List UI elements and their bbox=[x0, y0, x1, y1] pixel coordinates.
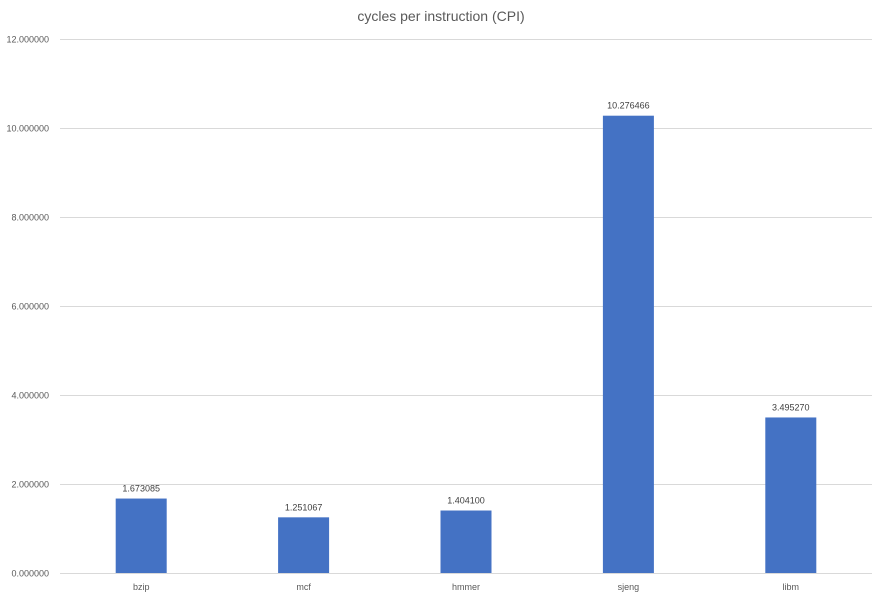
category-label-sjeng: sjeng bbox=[618, 582, 640, 592]
data-label-mcf: 1.251067 bbox=[285, 502, 323, 512]
data-label-hmmer: 1.404100 bbox=[447, 496, 485, 506]
bar-libm bbox=[765, 417, 817, 573]
category-label-libm: libm bbox=[783, 582, 800, 592]
y-tick-label: 0.000000 bbox=[11, 569, 49, 579]
data-label-sjeng: 10.276466 bbox=[607, 101, 650, 111]
y-axis-tick-labels: 0.000000 2.000000 4.000000 6.000000 8.000000… bbox=[6, 35, 49, 579]
y-tick-label: 6.000000 bbox=[11, 302, 49, 312]
bar-bzip bbox=[115, 498, 167, 573]
y-tick-label: 10.000000 bbox=[6, 124, 49, 134]
data-label-bzip: 1.673085 bbox=[122, 484, 160, 494]
x-axis-category-labels: bzip mcf hmmer sjeng libm bbox=[133, 582, 799, 592]
data-labels: 1.673085 1.251067 1.404100 10.276466 3.49527… bbox=[122, 101, 809, 513]
category-label-mcf: mcf bbox=[296, 582, 311, 592]
bars bbox=[115, 115, 817, 573]
gridlines bbox=[60, 39, 872, 574]
data-label-libm: 3.495270 bbox=[772, 402, 810, 412]
y-tick-label: 8.000000 bbox=[11, 213, 49, 223]
category-label-bzip: bzip bbox=[133, 582, 150, 592]
bar-mcf bbox=[278, 517, 330, 573]
y-tick-label: 12.000000 bbox=[6, 35, 49, 45]
y-tick-label: 4.000000 bbox=[11, 391, 49, 401]
bar-hmmer bbox=[440, 510, 492, 573]
bar-sjeng bbox=[602, 115, 654, 573]
chart-title: cycles per instruction (CPI) bbox=[357, 8, 524, 24]
y-tick-label: 2.000000 bbox=[11, 480, 49, 490]
category-label-hmmer: hmmer bbox=[452, 582, 480, 592]
